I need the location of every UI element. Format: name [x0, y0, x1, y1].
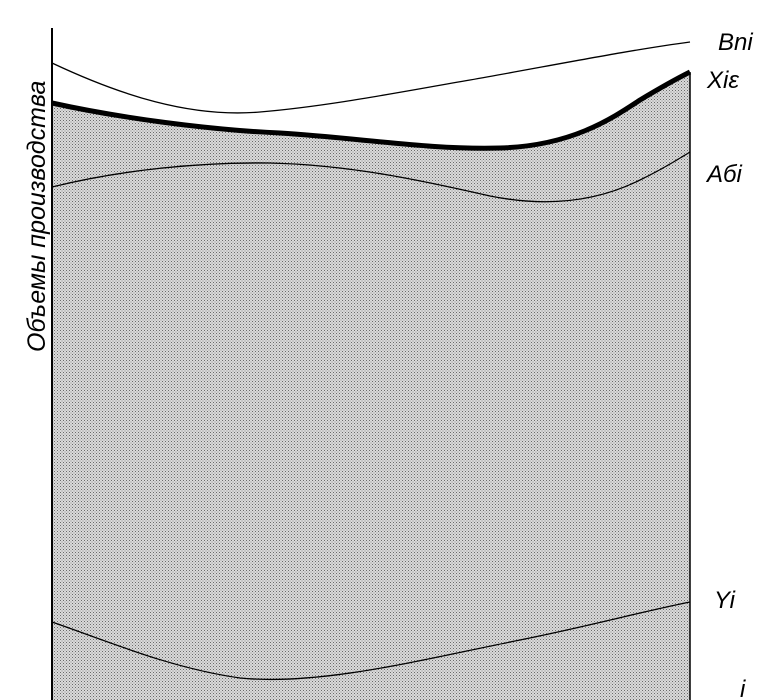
curve-abi: [51, 151, 691, 203]
curve-bni: [51, 41, 691, 114]
label-yi: Yi: [714, 587, 736, 614]
label-i: i: [740, 676, 746, 700]
label-abi: Aбi: [705, 161, 743, 188]
y-axis-label: Объемы производства: [23, 81, 51, 352]
label-bni: Bni: [718, 29, 753, 56]
curve-xie: [51, 69, 692, 151]
shaded-region: [52, 72, 690, 700]
label-xie: Xiε: [706, 67, 739, 94]
curve-yi: [51, 601, 691, 681]
